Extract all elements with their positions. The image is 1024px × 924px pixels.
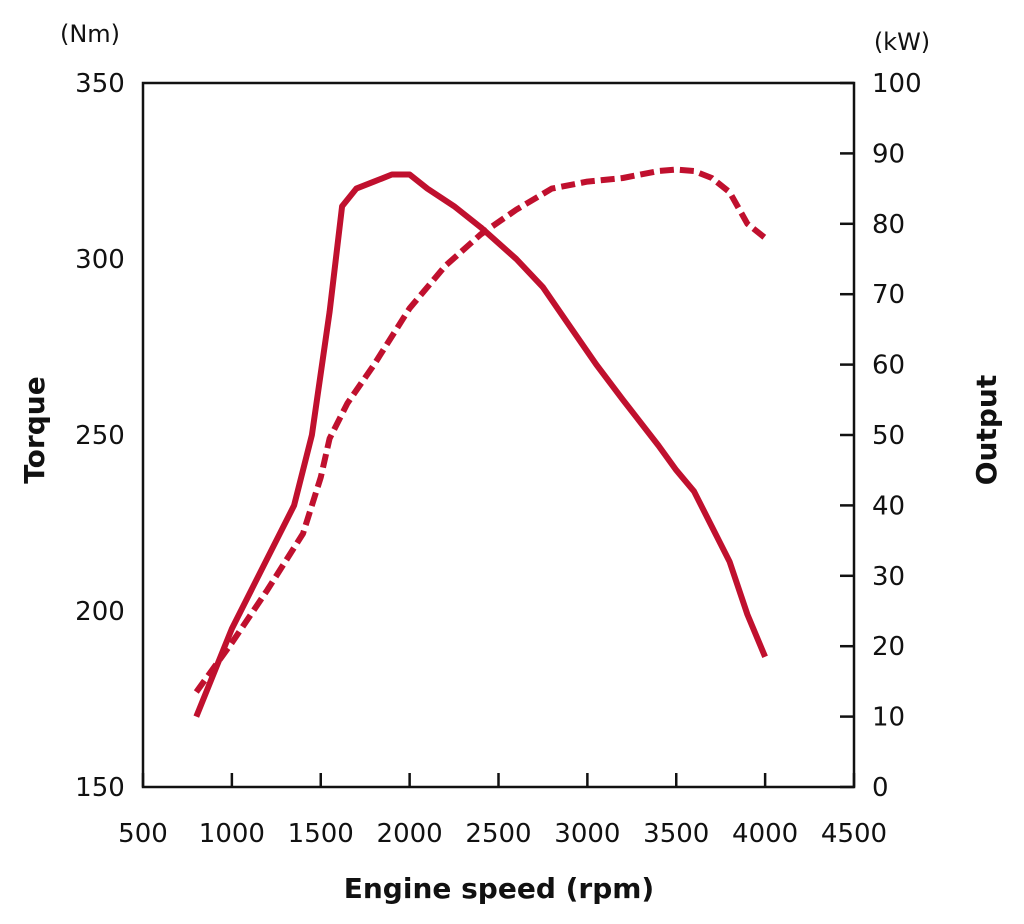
x-tick-label: 3500 [643,819,709,849]
plot-frame [141,81,856,789]
left-y-tick-label: 250 [75,421,125,451]
right-axis-unit: (kW) [874,28,930,56]
x-tick-label: 1000 [199,819,265,849]
right-y-tick-label: 0 [872,773,889,803]
left-y-tick-label: 200 [75,597,125,627]
x-tick-label: 2500 [465,819,531,849]
left-axis-title: Torque [18,376,51,483]
x-tick-label: 2000 [377,819,443,849]
torque-line [193,171,768,718]
left-axis-unit: (Nm) [60,20,120,48]
right-y-tick-label: 90 [872,139,905,169]
x-tick-label: 500 [118,819,168,849]
left-y-tick-label: 150 [75,773,125,803]
right-y-tick-label: 60 [872,351,905,381]
right-y-axis-ticks: 0 10 20 30 40 50 60 70 80 90 100 [840,69,922,803]
output-line [193,166,767,694]
right-y-tick-label: 80 [872,210,905,240]
x-tick-label: 1500 [288,819,354,849]
x-tick-label: 3000 [554,819,620,849]
right-y-tick-label: 10 [872,703,905,733]
x-tick-label: 4500 [821,819,887,849]
right-y-tick-label: 50 [872,421,905,451]
right-y-tick-label: 20 [872,632,905,662]
right-y-tick-label: 40 [872,491,905,521]
x-axis-ticks: 500 1000 1500 2000 2500 3000 3500 4000 4500 [118,773,887,849]
x-tick-label: 4000 [732,819,798,849]
right-axis-title: Output [970,375,1003,485]
left-y-axis-ticks: 150 200 250 300 350 [75,69,125,803]
right-y-tick-label: 30 [872,562,905,592]
left-y-tick-label: 300 [75,245,125,275]
series-lines [193,166,768,718]
left-y-tick-label: 350 [75,69,125,99]
right-y-tick-label: 100 [872,69,922,99]
right-y-tick-label: 70 [872,280,905,310]
x-axis-title: Engine speed (rpm) [344,872,654,905]
